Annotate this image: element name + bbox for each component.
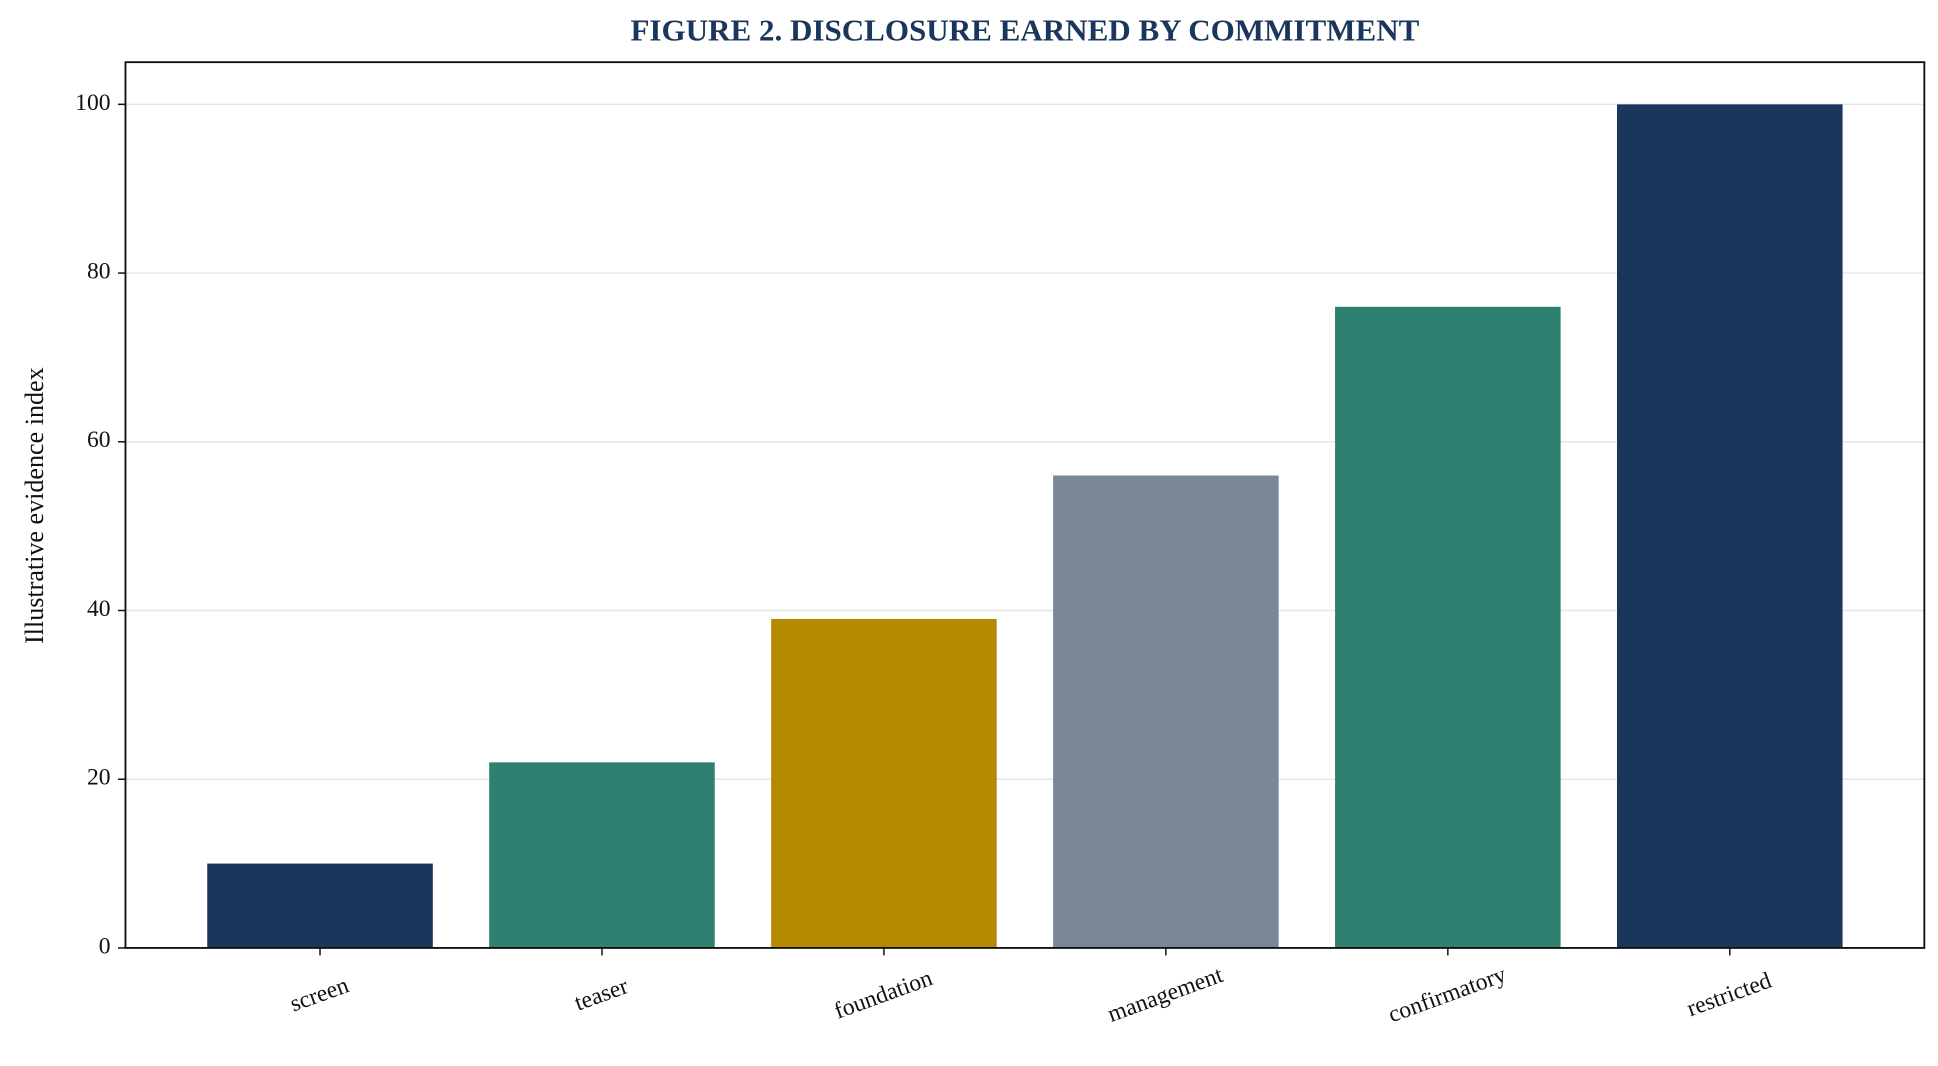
y-tick-label: 80	[87, 258, 111, 284]
y-tick-label: 100	[75, 90, 110, 116]
x-tick-label: screen	[287, 972, 353, 1017]
chart-title: FIGURE 2. DISCLOSURE EARNED BY COMMITMEN…	[630, 13, 1419, 48]
y-tick-label: 20	[87, 765, 111, 791]
x-tick-label: confirmatory	[1385, 962, 1510, 1029]
bar	[1053, 475, 1279, 948]
x-tick-label: teaser	[571, 973, 632, 1016]
plot-frame	[124, 61, 1926, 949]
bar	[1335, 306, 1561, 948]
bar	[207, 863, 433, 948]
y-tick-label: 0	[99, 933, 111, 959]
y-axis-label: Illustrative evidence index	[20, 367, 49, 644]
bar	[1617, 104, 1843, 948]
y-tick-label: 40	[87, 596, 111, 622]
x-tick-label: management	[1104, 962, 1227, 1028]
x-tick-label: foundation	[831, 965, 936, 1024]
bar	[771, 618, 997, 948]
bar	[489, 762, 715, 948]
x-tick-label: restricted	[1684, 968, 1776, 1023]
y-tick-label: 60	[87, 427, 111, 453]
